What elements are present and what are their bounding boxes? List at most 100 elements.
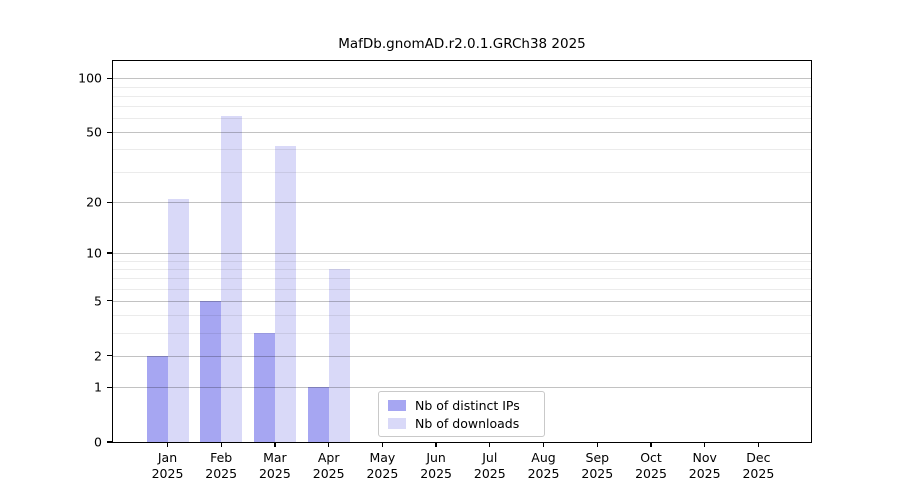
x-tick-label-dec: Dec 2025	[728, 450, 788, 482]
legend-label-distinct-ips: Nb of distinct IPs	[415, 397, 520, 413]
y-tick-0	[107, 441, 112, 443]
x-tick-jan	[166, 442, 169, 447]
major-gridline-100	[113, 78, 811, 80]
y-tick-label-2: 2	[94, 348, 102, 363]
year-label: 2025	[635, 466, 667, 481]
y-tick-label-5: 5	[94, 293, 102, 309]
month-label: Dec	[746, 450, 771, 465]
month-label: Jun	[426, 450, 446, 465]
month-label: Aug	[531, 450, 556, 465]
x-tick-mar	[274, 442, 276, 447]
minor-gridline-7	[113, 278, 811, 280]
y-tick-label-10: 10	[86, 245, 102, 261]
year-label: 2025	[688, 466, 721, 481]
minor-gridline-40	[113, 149, 811, 151]
x-tick-apr	[328, 442, 330, 447]
month-label: Sep	[585, 450, 610, 465]
major-gridline-5	[113, 300, 811, 302]
x-tick-oct	[650, 442, 652, 447]
year-label: 2025	[581, 466, 614, 481]
month-label: Jan	[157, 450, 178, 465]
x-tick-label-aug: Aug 2025	[514, 450, 574, 482]
chart-title: MafDb.gnomAD.r2.0.1.GRCh38 2025	[338, 36, 586, 52]
year-label: 2025	[742, 466, 775, 481]
x-tick-aug	[542, 442, 545, 447]
year-label: 2025	[312, 466, 345, 481]
x-tick-label-oct: Oct 2025	[621, 450, 681, 482]
minor-gridline-3	[113, 332, 811, 334]
legend-row-distinct-ips: Nb of distinct IPs	[388, 398, 544, 413]
y-tick-label-50: 50	[86, 124, 102, 140]
x-tick-nov	[704, 442, 706, 447]
bar-distinct-ips-jan	[146, 355, 168, 442]
month-label: Apr	[317, 450, 340, 465]
minor-gridline-90	[113, 86, 811, 88]
minor-gridline-9	[113, 260, 811, 262]
y-tick-label-1: 1	[94, 379, 102, 395]
x-tick-label-apr: Apr 2025	[299, 450, 359, 482]
bar-downloads-mar	[274, 145, 296, 442]
x-tick-feb	[220, 442, 222, 447]
y-tick-label-0: 0	[94, 434, 102, 450]
bar-distinct-ips-feb	[200, 300, 222, 442]
legend-row-downloads: Nb of downloads	[388, 416, 544, 431]
y-tick-100	[107, 77, 112, 80]
minor-gridline-6	[113, 288, 811, 290]
y-tick-10	[107, 252, 112, 254]
x-tick-label-mar: Mar 2025	[245, 450, 305, 482]
year-label: 2025	[366, 466, 399, 481]
minor-gridline-30	[113, 171, 811, 173]
y-tick-label-20: 20	[86, 194, 102, 210]
year-label: 2025	[151, 466, 184, 481]
major-gridline-1	[113, 387, 811, 389]
minor-gridline-60	[113, 118, 811, 120]
minor-gridline-80	[113, 95, 811, 97]
y-tick-5	[107, 300, 112, 302]
month-label: Jul	[482, 450, 498, 465]
x-tick-label-nov: Nov 2025	[675, 450, 735, 482]
month-label: May	[369, 450, 396, 465]
year-label: 2025	[527, 466, 560, 481]
x-tick-label-feb: Feb 2025	[191, 450, 251, 482]
plot-area	[112, 60, 812, 443]
minor-gridline-70	[113, 106, 811, 108]
year-label: 2025	[473, 466, 506, 481]
year-label: 2025	[420, 466, 452, 481]
minor-gridline-8	[113, 268, 811, 270]
legend-swatch-distinct-ips	[388, 399, 406, 411]
bar-downloads-jan	[167, 198, 189, 442]
x-tick-sep	[596, 442, 598, 447]
bar-distinct-ips-mar	[253, 332, 275, 442]
month-label: Mar	[263, 450, 287, 465]
major-gridline-10	[113, 253, 811, 255]
y-tick-20	[107, 201, 112, 203]
major-gridline-2	[113, 355, 811, 357]
legend: Nb of distinct IPs Nb of downloads	[378, 391, 545, 437]
legend-label-downloads: Nb of downloads	[415, 415, 520, 431]
x-tick-label-jul: Jul 2025	[460, 450, 520, 482]
bar-distinct-ips-apr	[307, 387, 329, 442]
year-label: 2025	[258, 466, 291, 481]
legend-swatch-downloads	[388, 417, 406, 429]
month-label: Feb	[210, 450, 233, 465]
x-tick-label-may: May 2025	[352, 450, 412, 482]
x-tick-jun	[435, 442, 437, 447]
minor-gridline-4	[113, 315, 811, 317]
x-tick-label-jan: Jan 2025	[138, 450, 198, 482]
bar-downloads-feb	[221, 115, 243, 442]
year-label: 2025	[205, 466, 238, 481]
x-tick-label-sep: Sep 2025	[567, 450, 627, 482]
month-label: Nov	[692, 450, 717, 465]
y-tick-label-100: 100	[78, 70, 102, 86]
major-gridline-50	[113, 132, 811, 134]
x-tick-dec	[757, 442, 760, 447]
bar-downloads-apr	[328, 268, 350, 442]
x-tick-may	[381, 442, 384, 447]
x-tick-label-jun: Jun 2025	[406, 450, 466, 482]
y-tick-1	[107, 386, 112, 389]
month-label: Oct	[640, 450, 662, 465]
x-tick-jul	[489, 442, 491, 447]
major-gridline-20	[113, 202, 811, 204]
y-tick-2	[107, 354, 112, 357]
